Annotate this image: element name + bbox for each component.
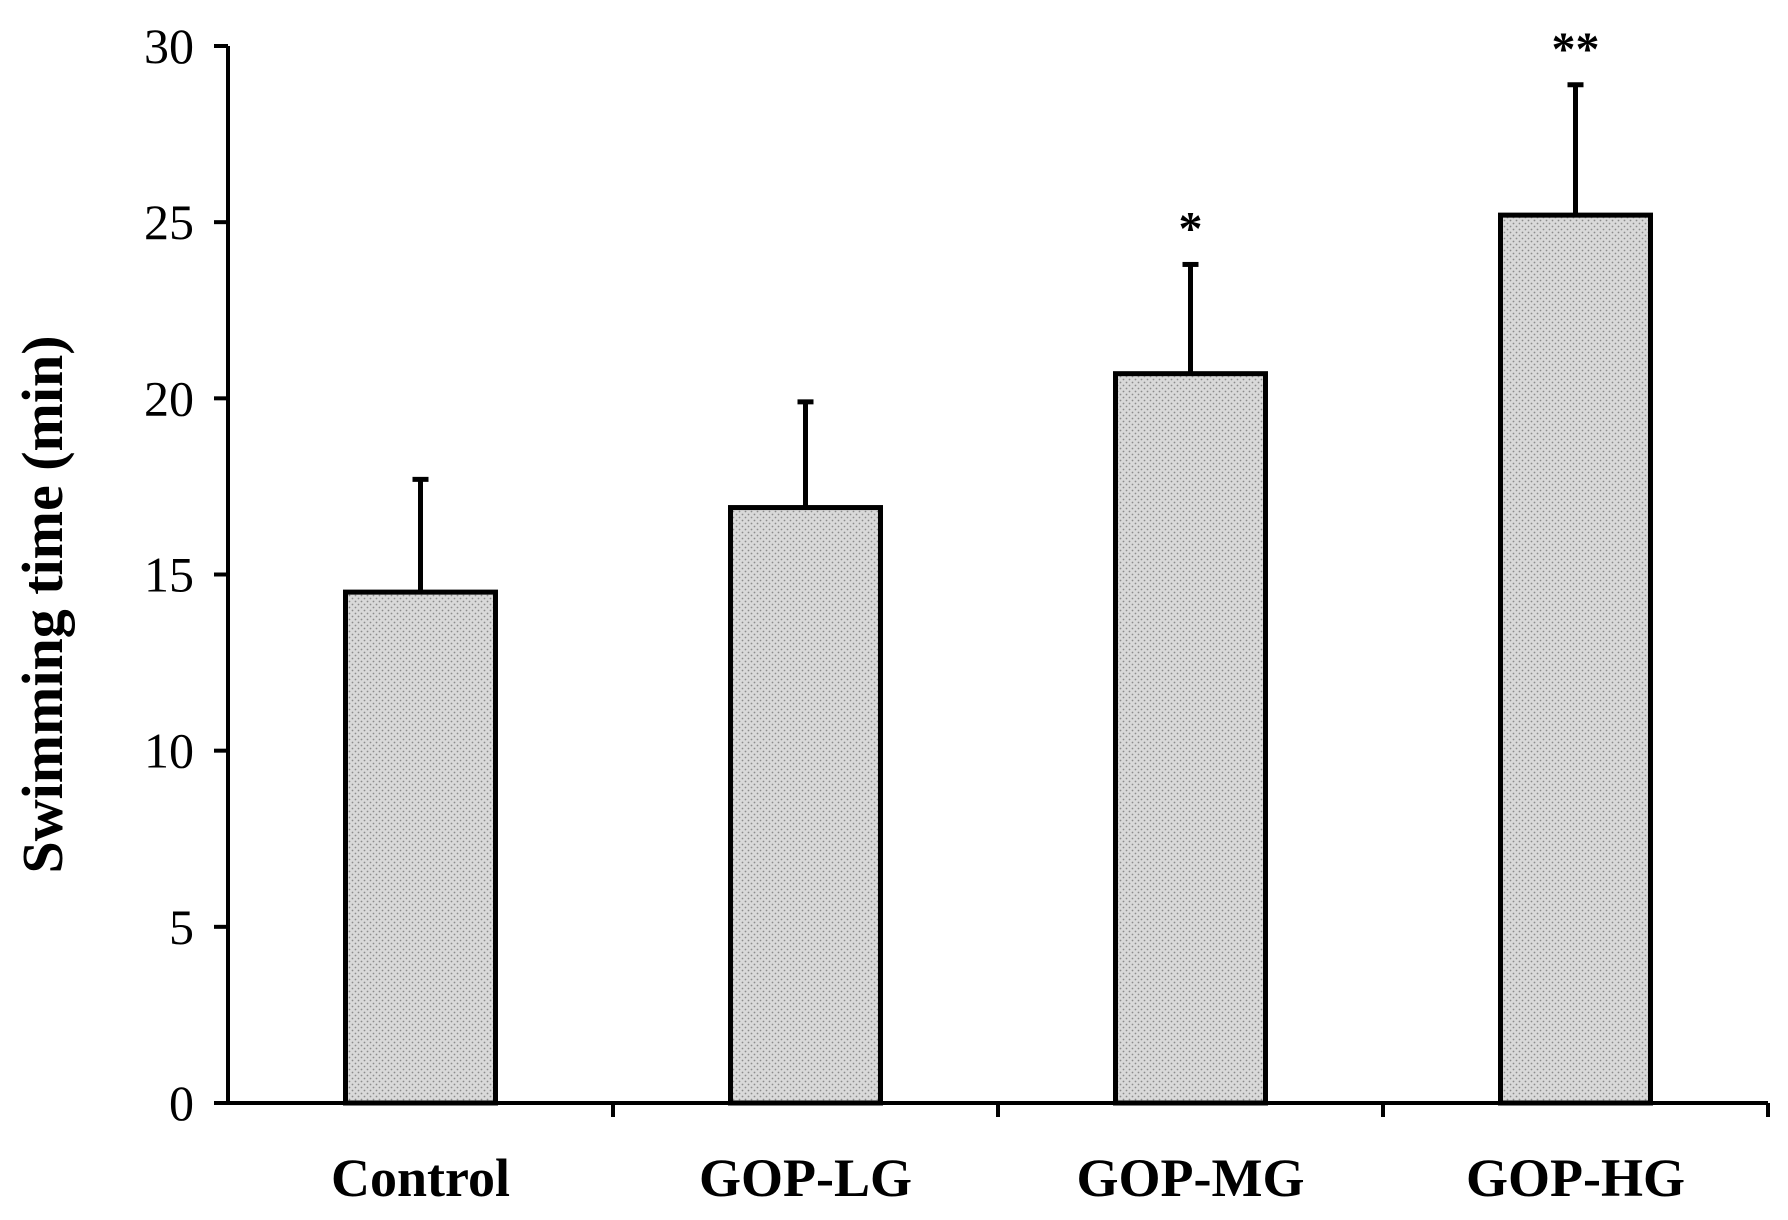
y-tick-label: 30 — [144, 18, 194, 74]
bar-gop-lg — [728, 505, 883, 1106]
bar-gop-mg — [1113, 371, 1268, 1106]
y-tick-label: 25 — [144, 194, 194, 250]
error-bars — [412, 82, 1584, 593]
bar-gop-hg — [1498, 212, 1653, 1106]
y-tick-label: 0 — [169, 1075, 194, 1131]
x-tick-label-gop-lg: GOP-LG — [699, 1148, 912, 1208]
x-tick-label-gop-mg: GOP-MG — [1077, 1148, 1305, 1208]
x-tick-label-gop-hg: GOP-HG — [1466, 1148, 1685, 1208]
y-tick-label: 20 — [144, 370, 194, 426]
x-tick-label-control: Control — [331, 1148, 510, 1208]
x-ticks: Control GOP-LG GOP-MG GOP-HG — [331, 1103, 1770, 1208]
y-tick-label: 15 — [144, 547, 194, 603]
bar-control — [343, 589, 498, 1106]
significance-annotations: *** — [1179, 23, 1600, 256]
significance-label-gop-hg: ** — [1552, 23, 1600, 76]
y-tick-label: 5 — [169, 899, 194, 955]
y-tick-label: 10 — [144, 723, 194, 779]
y-axis-title: Swimming time (min) — [10, 335, 75, 873]
bars — [343, 212, 1653, 1106]
significance-label-gop-mg: * — [1179, 202, 1203, 255]
y-ticks: 0 5 10 15 20 25 30 — [144, 18, 228, 1131]
